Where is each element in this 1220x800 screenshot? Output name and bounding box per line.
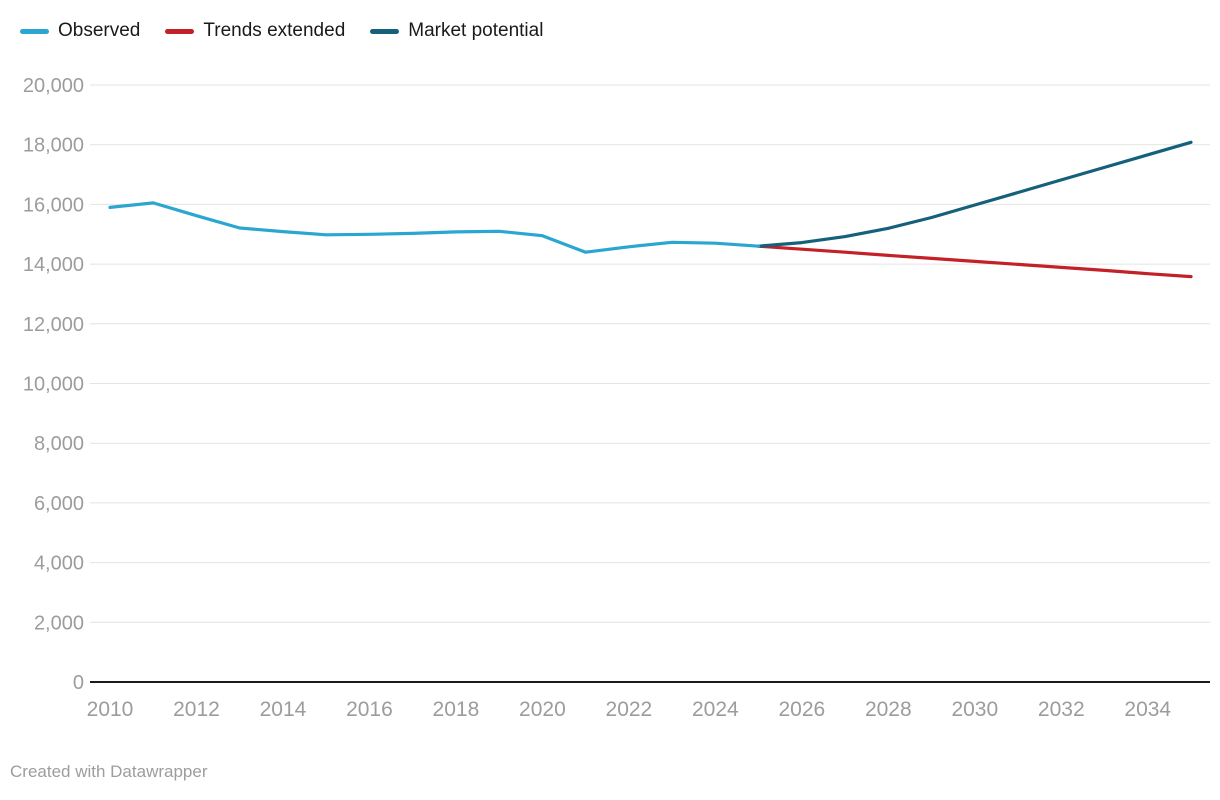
y-tick-label: 6,000	[34, 493, 84, 515]
x-tick-label: 2018	[433, 698, 480, 721]
x-tick-label: 2012	[173, 698, 220, 721]
x-tick-label: 2016	[346, 698, 393, 721]
y-tick-label: 16,000	[23, 194, 84, 216]
series-line-market-potential[interactable]	[756, 140, 1193, 248]
legend-item-observed: Observed	[20, 20, 140, 42]
y-tick-label: 12,000	[23, 314, 84, 336]
x-tick-label: 2034	[1124, 698, 1171, 721]
series-line-trends-extended[interactable]	[756, 244, 1193, 279]
legend-item-market-potential: Market potential	[370, 20, 543, 42]
x-tick-label: 2024	[692, 698, 739, 721]
x-tick-label: 2022	[606, 698, 653, 721]
y-tick-label: 14,000	[23, 254, 84, 276]
attribution-link[interactable]: Created with Datawrapper	[10, 762, 208, 781]
legend-swatch-icon	[370, 28, 400, 34]
x-tick-label: 2030	[951, 698, 998, 721]
x-tick-label: 2020	[519, 698, 566, 721]
series-line-observed[interactable]	[108, 201, 761, 254]
x-tick-label: 2014	[260, 698, 307, 721]
y-tick-label: 2,000	[34, 612, 84, 634]
y-tick-label: 20,000	[23, 75, 84, 97]
y-tick-label: 8,000	[34, 433, 84, 455]
legend-swatch-icon	[165, 28, 195, 34]
legend-swatch-icon	[20, 28, 49, 34]
x-tick-label: 2028	[865, 698, 912, 721]
x-tick-label: 2026	[778, 698, 825, 721]
legend-label: Market potential	[408, 20, 544, 41]
y-tick-label: 0	[73, 672, 84, 694]
y-tick-label: 18,000	[23, 135, 84, 157]
legend-item-trends-extended: Trends extended	[165, 20, 345, 42]
chart-legend: Observed Trends extended Market potential	[20, 20, 543, 42]
x-tick-label: 2032	[1038, 698, 1085, 721]
legend-label: Trends extended	[203, 20, 346, 41]
y-tick-label: 4,000	[34, 553, 84, 575]
y-tick-label: 10,000	[23, 374, 84, 396]
legend-label: Observed	[58, 20, 141, 41]
x-tick-label: 2010	[87, 698, 134, 721]
